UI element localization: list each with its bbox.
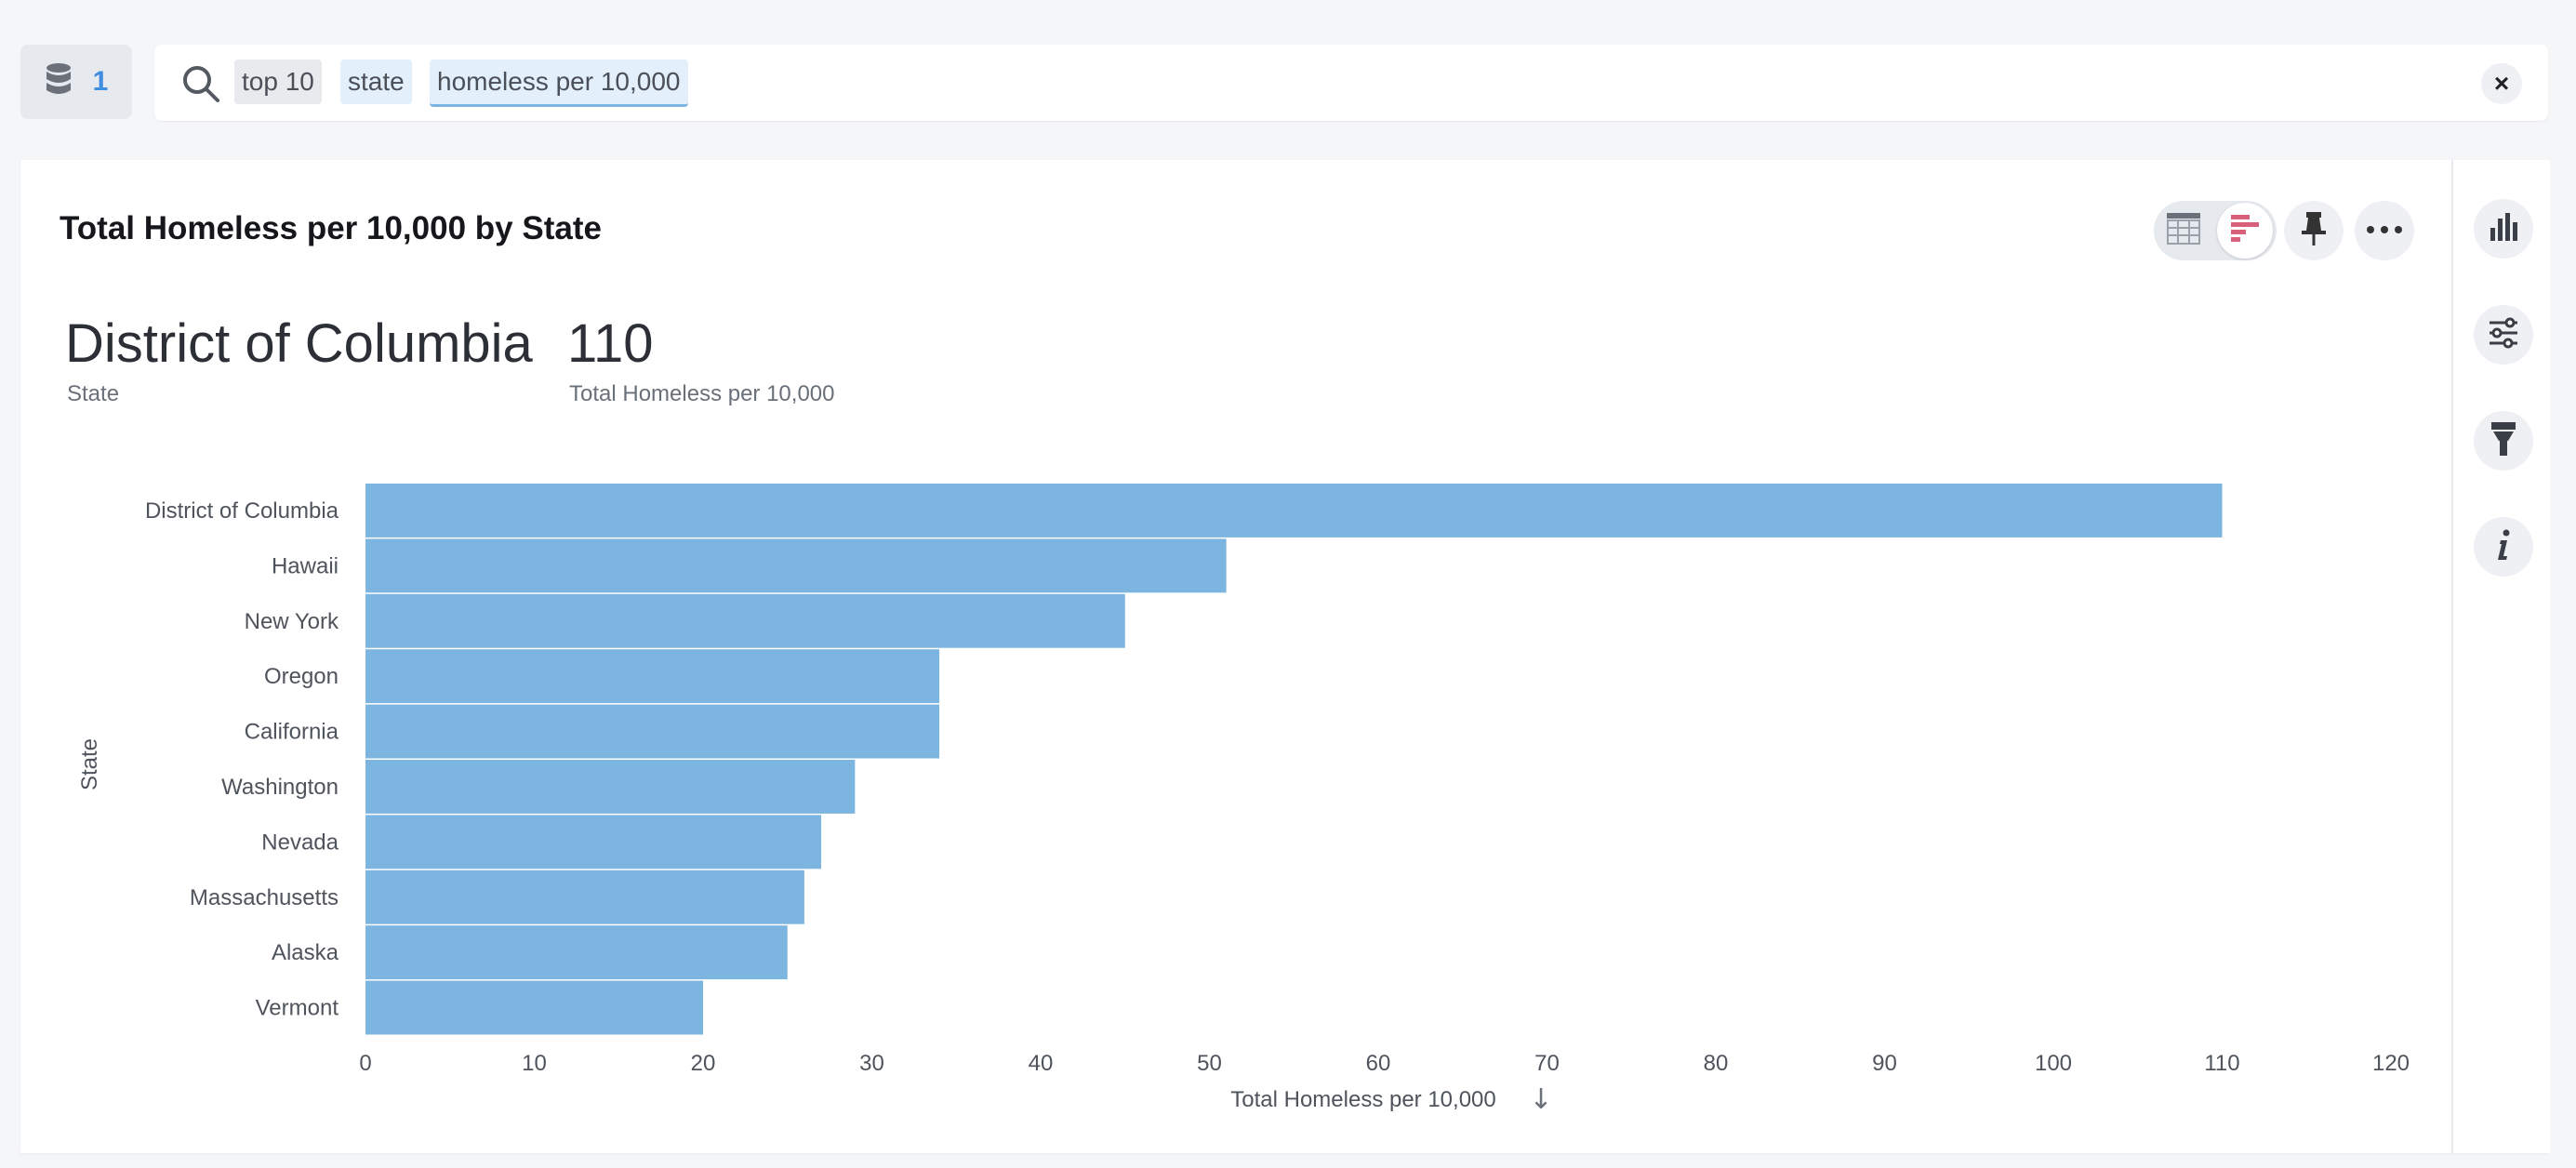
data-source-button[interactable]: 1 <box>20 45 132 119</box>
bar-california[interactable] <box>365 704 940 759</box>
bar-new-york[interactable] <box>365 593 1125 648</box>
category-label: Washington <box>221 775 339 800</box>
x-tick-label: 100 <box>2035 1051 2072 1076</box>
sort-arrow-icon[interactable]: ↓ <box>1529 1083 1552 1116</box>
chart-type-icon <box>2489 211 2518 247</box>
headline-state-label: State <box>67 381 120 406</box>
database-icon <box>45 62 73 102</box>
x-axis-title: Total Homeless per 10,000 <box>1230 1087 1496 1112</box>
headline-state-value: District of Columbia <box>65 313 533 374</box>
format-button[interactable] <box>2474 411 2533 471</box>
headline-measure-value: 110 <box>567 313 654 374</box>
clear-search-button[interactable]: × <box>2481 63 2522 104</box>
search-token-state[interactable]: state <box>340 60 412 104</box>
table-view-button[interactable] <box>2163 210 2204 251</box>
info-icon <box>2494 528 2513 566</box>
bar-washington[interactable] <box>365 760 856 814</box>
x-tick-label: 10 <box>522 1051 547 1076</box>
search-icon <box>180 63 221 109</box>
close-icon: × <box>2493 69 2510 98</box>
more-options-button[interactable] <box>2355 201 2414 260</box>
x-tick-label: 90 <box>1872 1051 1897 1076</box>
right-rail <box>2451 160 2550 1153</box>
x-tick-label: 120 <box>2372 1051 2410 1076</box>
category-label: Oregon <box>264 664 339 689</box>
chart-settings-button[interactable] <box>2474 305 2533 365</box>
x-tick-label: 60 <box>1366 1051 1391 1076</box>
pin-icon <box>2300 210 2328 252</box>
more-icon <box>2366 222 2403 239</box>
data-source-count: 1 <box>92 66 109 97</box>
search-bar[interactable]: top 10 state homeless per 10,000 × <box>154 45 2548 121</box>
search-token-measure[interactable]: homeless per 10,000 <box>430 60 688 107</box>
bar-hawaii[interactable] <box>365 538 1227 593</box>
x-tick-label: 0 <box>359 1051 371 1076</box>
chart-type-button[interactable] <box>2474 199 2533 259</box>
category-label: California <box>245 720 339 745</box>
x-tick-label: 40 <box>1029 1051 1054 1076</box>
chart-title: Total Homeless per 10,000 by State <box>60 210 602 246</box>
x-tick-label: 110 <box>2204 1051 2239 1076</box>
bar-chart-icon <box>2229 213 2261 249</box>
format-brush-icon <box>2490 420 2517 462</box>
bar-massachusetts[interactable] <box>365 869 804 924</box>
category-label: Massachusetts <box>190 885 339 910</box>
bar-nevada[interactable] <box>365 815 822 869</box>
y-axis-title: State <box>77 738 102 790</box>
settings-sliders-icon <box>2488 317 2519 353</box>
bar-vermont[interactable] <box>365 980 703 1035</box>
chart-view-button[interactable] <box>2217 203 2273 259</box>
x-tick-label: 30 <box>859 1051 884 1076</box>
headline-measure-label: Total Homeless per 10,000 <box>569 381 835 406</box>
bar-oregon[interactable] <box>365 649 940 704</box>
x-tick-label: 20 <box>691 1051 716 1076</box>
view-toggle[interactable] <box>2154 201 2277 260</box>
bar-district-of-columbia[interactable] <box>365 484 2223 538</box>
category-label: New York <box>245 609 339 634</box>
category-label: Vermont <box>256 996 339 1021</box>
info-button[interactable] <box>2474 517 2533 577</box>
category-label: Alaska <box>272 940 339 965</box>
x-tick-label: 80 <box>1704 1051 1729 1076</box>
category-label: Hawaii <box>272 553 339 578</box>
bar-alaska[interactable] <box>365 925 788 980</box>
table-icon <box>2167 212 2200 249</box>
search-token-top-10[interactable]: top 10 <box>234 60 322 104</box>
category-label: Nevada <box>261 830 339 855</box>
x-tick-label: 50 <box>1197 1051 1222 1076</box>
pin-button[interactable] <box>2284 201 2344 260</box>
category-label: District of Columbia <box>145 498 339 524</box>
x-tick-label: 70 <box>1534 1051 1560 1076</box>
